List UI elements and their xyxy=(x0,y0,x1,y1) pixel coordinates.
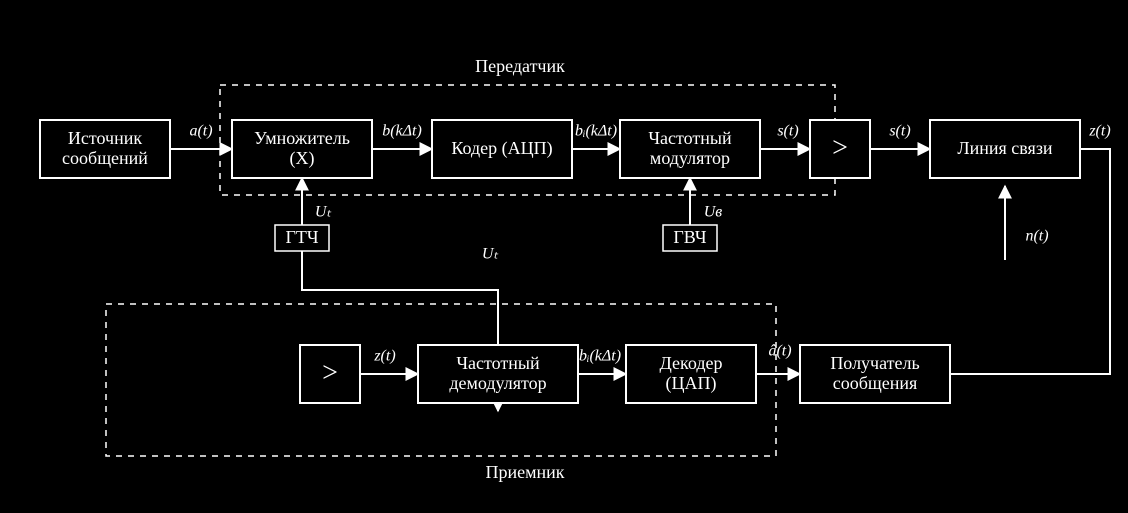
node-label-gtc: ГТЧ xyxy=(285,227,318,247)
edge-label-e11: z(t) xyxy=(373,348,395,365)
edge-label-e3: bᵢ(kΔt) xyxy=(575,123,617,140)
edge-label-e12: bᵢ(kΔt) xyxy=(579,348,621,365)
node-label-dec-0: Декодер xyxy=(660,353,723,373)
node-label-dst-1: сообщения xyxy=(833,373,918,393)
edge-label-e10: n(t) xyxy=(1025,228,1048,245)
node-label-src-0: Источник xyxy=(68,128,142,148)
edge-label-e4: s(t) xyxy=(777,123,798,140)
group-label-transmitter: Передатчик xyxy=(475,56,565,76)
node-label-mod-0: Частотный xyxy=(648,128,732,148)
node-label-amp1: > xyxy=(832,132,848,163)
edge-label-e1: a(t) xyxy=(189,123,212,140)
edge-label-e5: s(t) xyxy=(889,123,910,140)
node-label-dec-1: (ЦАП) xyxy=(666,373,717,394)
edge-label-e9: Uₜ xyxy=(482,246,499,263)
node-label-demod-0: Частотный xyxy=(456,353,540,373)
edge-label-e8: Uв xyxy=(704,204,723,221)
edge-label-e13: â(t) xyxy=(768,343,791,360)
node-label-mul-1: (X) xyxy=(290,148,315,169)
node-label-amp2: > xyxy=(322,357,338,388)
edge-label-e6: z(t) xyxy=(1088,123,1110,140)
node-label-chan: Линия связи xyxy=(957,138,1053,158)
node-label-src-1: сообщений xyxy=(62,148,148,168)
node-label-demod-1: демодулятор xyxy=(449,373,546,393)
diagram-root: Передатчик Приемник Источниксообщений Умнож… xyxy=(0,0,1128,513)
node-label-gvc: ГВЧ xyxy=(673,227,707,247)
edge-chan-amp2 xyxy=(308,149,1110,374)
edge-label-e7: Uₜ xyxy=(315,204,332,221)
group-label-receiver: Приемник xyxy=(485,462,564,482)
node-label-mul-0: Умножитель xyxy=(254,128,350,148)
node-label-dst-0: Получатель xyxy=(830,353,919,373)
edge-label-e2: b(kΔt) xyxy=(382,123,422,140)
node-label-mod-1: модулятор xyxy=(650,148,730,168)
node-label-coder: Кодер (АЦП) xyxy=(451,138,552,159)
